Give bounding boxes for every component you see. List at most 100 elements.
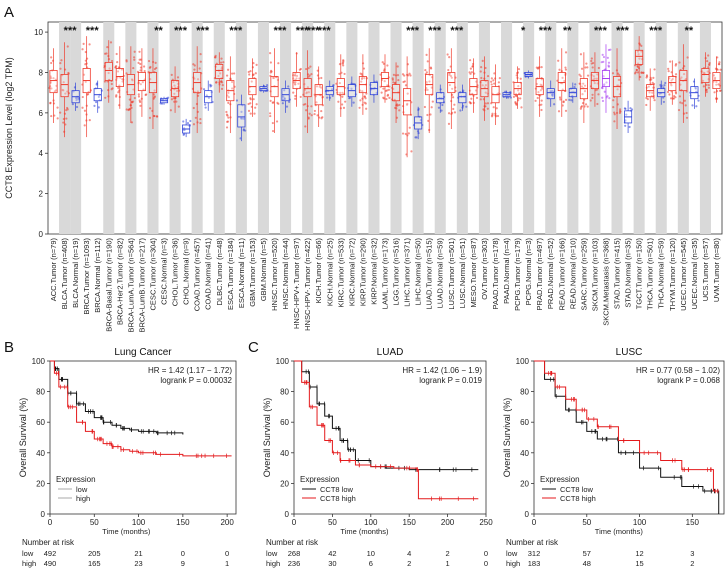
box-tumor — [701, 68, 710, 83]
y-tick-label: 20 — [520, 479, 529, 488]
jitter-point — [613, 113, 616, 116]
category-label: GBM.Tumor (n=153) — [248, 237, 257, 306]
jitter-point — [386, 64, 389, 67]
jitter-point — [520, 106, 523, 109]
jitter-point — [343, 72, 346, 76]
jitter-point — [592, 75, 595, 78]
box-tumor — [303, 78, 312, 98]
jitter-point — [534, 99, 537, 102]
jitter-point — [448, 72, 451, 75]
jitter-point — [624, 124, 627, 127]
jitter-point — [590, 57, 593, 60]
jitter-point — [313, 109, 317, 113]
jitter-point — [240, 110, 243, 113]
jitter-point — [718, 63, 721, 66]
category-label: THYM.Tumor (n=120) — [668, 238, 677, 311]
jitter-point — [540, 66, 543, 69]
category-label: PRAD.Tumor (n=497) — [535, 238, 544, 311]
jitter-point — [331, 94, 334, 97]
jitter-point — [172, 80, 175, 84]
category-label: BLCA.Tumor (n=408) — [60, 238, 69, 310]
jitter-point — [579, 75, 582, 78]
jitter-point — [225, 126, 229, 129]
jitter-point — [406, 92, 409, 95]
jitter-point — [645, 96, 648, 100]
category-label: HNSC-HPV+.Tumor (n=97) — [292, 238, 301, 329]
jitter-point — [287, 85, 290, 88]
jitter-point — [117, 66, 121, 69]
significance-stars: *** — [594, 25, 608, 37]
jitter-point — [155, 115, 158, 118]
jitter-point — [540, 99, 543, 102]
category-label: SARC.Tumor (n=259) — [579, 238, 588, 311]
jitter-point — [108, 67, 111, 70]
jitter-point — [448, 56, 451, 59]
jitter-point — [88, 119, 91, 122]
jitter-point — [177, 105, 180, 108]
jitter-point — [272, 76, 275, 79]
category-label: BRCA-LumA.Tumor (n=564) — [126, 237, 135, 332]
column-shade — [589, 22, 601, 234]
jitter-point — [52, 77, 55, 80]
jitter-point — [613, 120, 616, 123]
jitter-point — [557, 110, 561, 113]
boxplot-panel-a: 0 2 4 6 8 10 CCT8 Expression Level (log2 TPM) A… — [4, 21, 723, 333]
jitter-point — [337, 100, 340, 103]
jitter-point — [484, 84, 487, 87]
column-shade — [523, 22, 535, 234]
risk-value: 48 — [583, 559, 591, 568]
jitter-point — [480, 76, 483, 80]
jitter-point — [405, 103, 409, 106]
jitter-point — [62, 121, 65, 124]
jitter-point — [517, 68, 521, 71]
category-label: GBM.Normal (n=5) — [259, 237, 268, 301]
jitter-point — [320, 76, 323, 80]
jitter-point — [154, 61, 157, 64]
risk-row-label: low — [22, 549, 34, 558]
jitter-point — [202, 88, 206, 91]
risk-value: 23 — [134, 559, 142, 568]
jitter-point — [581, 93, 584, 96]
jitter-point — [586, 74, 590, 77]
jitter-point — [480, 65, 483, 69]
jitter-point — [408, 126, 411, 129]
jitter-point — [198, 67, 201, 70]
jitter-point — [601, 99, 605, 103]
jitter-point — [706, 59, 709, 63]
category-label: PCPG.Tumor (n=179) — [513, 238, 522, 311]
significance-stars: *** — [428, 25, 442, 37]
jitter-point — [495, 107, 498, 110]
category-label: UVM.Tumor (n=80) — [712, 238, 721, 303]
jitter-point — [492, 79, 495, 82]
jitter-point — [197, 94, 200, 97]
category-label: HNSC.Normal (n=44) — [281, 238, 290, 310]
jitter-point — [616, 88, 619, 91]
jitter-point — [453, 111, 457, 114]
category-label: HNSC-HPV-.Tumor (n=422) — [303, 238, 312, 331]
jitter-point — [683, 99, 686, 102]
jitter-point — [310, 114, 313, 117]
jitter-point — [585, 62, 588, 65]
jitter-point — [153, 89, 156, 92]
jitter-point — [141, 81, 144, 84]
jitter-point — [361, 97, 364, 100]
risk-row-label: high — [266, 559, 280, 568]
jitter-point — [447, 122, 451, 125]
jitter-point — [84, 80, 87, 83]
jitter-point — [580, 67, 584, 70]
jitter-point — [59, 67, 62, 70]
jitter-point — [678, 61, 681, 64]
jitter-point — [365, 92, 368, 95]
jitter-point — [133, 50, 136, 53]
x-tick-label: 250 — [479, 518, 493, 527]
km-curve-high — [534, 360, 719, 492]
jitter-point — [613, 111, 616, 114]
jitter-point — [419, 119, 422, 122]
risk-value: 2 — [690, 559, 694, 568]
jitter-point — [402, 80, 405, 84]
category-label: DLBC.Tumor (n=48) — [215, 237, 224, 305]
km-plot-area — [293, 360, 487, 515]
jitter-point — [304, 125, 307, 128]
jitter-point — [479, 98, 482, 101]
significance-stars: *** — [296, 25, 310, 37]
